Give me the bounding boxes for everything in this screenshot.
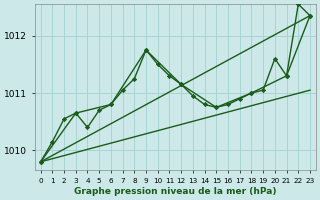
X-axis label: Graphe pression niveau de la mer (hPa): Graphe pression niveau de la mer (hPa) xyxy=(74,187,276,196)
